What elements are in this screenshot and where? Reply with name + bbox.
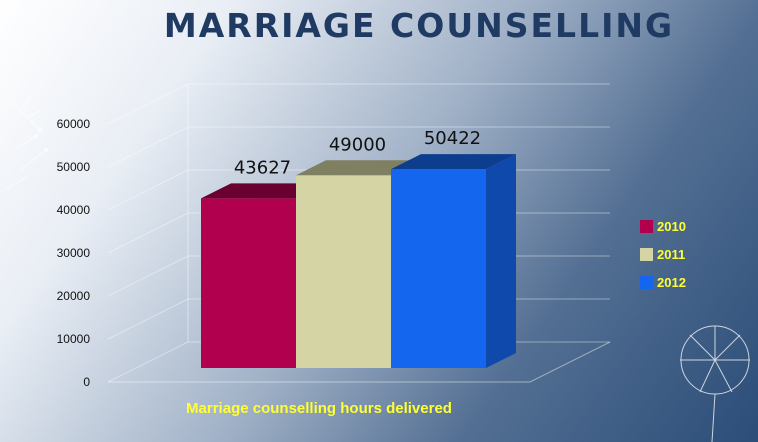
legend-swatch <box>640 247 653 261</box>
legend-item-2010: 2010 <box>640 212 686 240</box>
dandelion-seeds-icon <box>4 95 48 191</box>
y-tick-label: 50000 <box>57 160 91 174</box>
floor-edge <box>529 341 611 383</box>
bar-top-2010 <box>201 183 326 199</box>
bar-2010 <box>201 198 296 368</box>
bar-2012 <box>391 169 486 368</box>
chart-title: MARRIAGE COUNSELLING <box>163 6 675 45</box>
y-tick-label: 20000 <box>57 289 91 303</box>
legend-item-2011: 2011 <box>640 240 686 268</box>
data-label: 50422 <box>424 128 481 149</box>
plot-area: 0 10000 20000 30000 40000 50000 60000 43627 4900… <box>57 83 611 389</box>
x-axis-title: Marriage counselling hours delivered <box>186 400 452 417</box>
bar-2011 <box>296 175 391 368</box>
bar-top-2012 <box>391 154 516 170</box>
gridline <box>107 83 610 125</box>
y-tick-label: 60000 <box>57 117 91 131</box>
legend-label: 2012 <box>657 274 686 290</box>
gridline <box>107 126 610 168</box>
y-tick-label: 40000 <box>57 203 91 217</box>
y-tick-label: 0 <box>83 375 90 389</box>
bar-side-2012 <box>486 154 516 368</box>
legend-item-2012: 2012 <box>640 268 686 296</box>
y-tick-label: 30000 <box>57 246 91 260</box>
bar-top-2011 <box>296 160 421 176</box>
legend-swatch <box>640 275 653 289</box>
data-label: 49000 <box>329 134 386 155</box>
legend-label: 2010 <box>657 218 686 234</box>
legend: 2010 2011 2012 <box>640 212 686 296</box>
legend-label: 2011 <box>657 246 686 262</box>
data-label: 43627 <box>234 157 291 178</box>
dandelion-icon <box>680 325 750 442</box>
y-tick-label: 10000 <box>57 332 91 346</box>
legend-swatch <box>640 219 653 233</box>
